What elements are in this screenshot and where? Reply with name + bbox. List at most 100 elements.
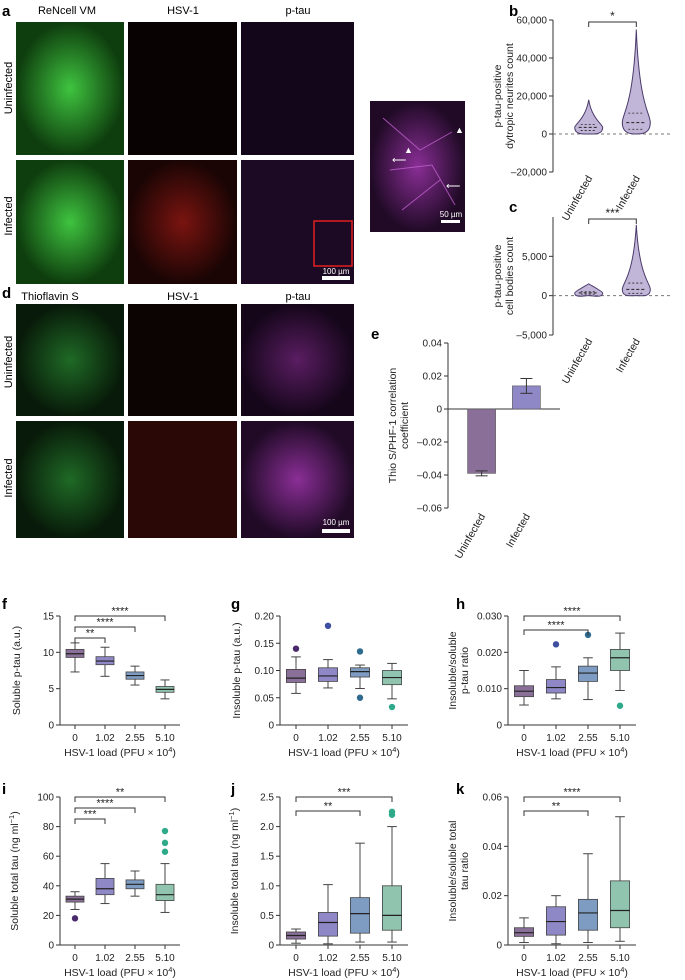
micrograph-hsv1-infected xyxy=(128,160,237,284)
panel-label-g: g xyxy=(231,596,240,613)
x-tick-label: 1.02 xyxy=(546,953,566,964)
significance-bracket xyxy=(523,615,621,621)
y-axis-label: Thio S/PHF-1 correlation xyxy=(387,368,399,484)
x-axis-label: HSV-1 load (PFU × 104) xyxy=(288,965,400,979)
y-tick-label: 60,000 xyxy=(516,16,547,27)
x-axis-label: HSV-1 load (PFU × 104) xyxy=(516,745,628,759)
y-tick-label: 0.020 xyxy=(477,648,502,659)
micrograph-column-label: Thioflavin S xyxy=(21,291,78,303)
y-tick-label: 20,000 xyxy=(516,92,547,103)
significance-bracket xyxy=(523,796,621,802)
y-tick-label: 1.0 xyxy=(260,881,274,892)
micrograph-ptau-uninfected xyxy=(241,304,354,416)
panel-label-f: f xyxy=(2,596,8,613)
y-tick-label: 0.06 xyxy=(483,793,503,804)
panel-label-j: j xyxy=(230,781,235,798)
y-tick-label: –0.06 xyxy=(417,504,442,515)
outlier-point xyxy=(161,827,169,835)
x-tick-label: 5.10 xyxy=(155,733,175,744)
panel-label-b: b xyxy=(509,3,518,20)
x-tick-label: Uninfected xyxy=(560,336,596,386)
violin-shape xyxy=(621,29,651,135)
x-axis-label: HSV-1 load (PFU × 104) xyxy=(64,745,176,759)
y-axis-label: Insoluble/soluble xyxy=(447,631,459,709)
y-tick-label: 0 xyxy=(541,130,547,141)
significance-label: ** xyxy=(86,628,95,640)
outlier-point xyxy=(324,622,332,630)
box xyxy=(546,679,567,694)
micrograph-column-label: p-tau xyxy=(285,291,310,303)
y-axis-label: dytropic neurites count xyxy=(504,43,516,149)
micrograph-column-label: p-tau xyxy=(285,5,310,17)
panel-label-i: i xyxy=(2,781,6,798)
box xyxy=(546,906,567,936)
micrograph-ptau-infected xyxy=(241,160,354,284)
x-tick-label: 5.10 xyxy=(610,953,630,964)
y-tick-label: 5,000 xyxy=(522,252,547,263)
panel-label-h: h xyxy=(456,596,465,613)
y-tick-label: 15 xyxy=(43,612,55,623)
y-tick-label: 0 xyxy=(268,941,274,952)
significance-bracket xyxy=(588,21,637,27)
significance-label: **** xyxy=(547,620,565,632)
panel-label-k: k xyxy=(456,781,465,798)
y-tick-label: 0 xyxy=(48,941,54,952)
micrograph-renCell-uninfected xyxy=(16,22,124,155)
significance-bracket xyxy=(74,637,106,643)
y-tick-label: 2.0 xyxy=(260,822,274,833)
box xyxy=(285,669,306,683)
box xyxy=(349,667,370,678)
micrograph-row-label: Uninfected xyxy=(3,62,15,115)
x-axis-label: HSV-1 load (PFU × 104) xyxy=(288,745,400,759)
scale-bar-label: 100 µm xyxy=(323,267,350,276)
outlier-point xyxy=(356,694,364,701)
panel-label-c: c xyxy=(509,199,517,216)
micrograph-renCell-infected xyxy=(16,160,124,284)
y-tick-label: 0 xyxy=(496,721,502,732)
box xyxy=(610,649,631,671)
box xyxy=(381,885,402,931)
y-tick-label: 10 xyxy=(43,648,55,659)
y-tick-label: 5 xyxy=(48,684,54,695)
y-tick-label: 0.10 xyxy=(255,666,275,677)
box xyxy=(155,883,175,902)
x-tick-label: 2.55 xyxy=(578,733,598,744)
micrograph-ptau-uninfected xyxy=(241,22,354,155)
inset-region-box xyxy=(313,220,353,267)
x-tick-label: 2.55 xyxy=(350,733,370,744)
y-axis-label: tau ratio xyxy=(459,852,471,890)
significance-label: ** xyxy=(552,801,561,813)
y-tick-label: 20 xyxy=(43,911,55,922)
significance-bracket xyxy=(295,810,361,816)
scale-bar-label: 50 µm xyxy=(440,210,463,219)
x-axis-label: HSV-1 load (PFU × 104) xyxy=(64,965,176,979)
significance-label: **** xyxy=(96,798,114,810)
panel-label-e: e xyxy=(371,326,379,343)
significance-bracket xyxy=(74,796,166,802)
significance-label: **** xyxy=(96,617,114,629)
outlier-point xyxy=(292,645,300,652)
y-axis-label: p-tau-positive xyxy=(492,244,504,307)
significance-label: *** xyxy=(338,787,352,799)
y-tick-label: 0.05 xyxy=(255,693,275,704)
micrograph-row-label: Infected xyxy=(3,196,15,235)
micrograph-hsv1-uninfected xyxy=(128,304,237,416)
scale-bar xyxy=(441,220,460,223)
significance-bracket xyxy=(74,807,136,813)
x-tick-label: 2.55 xyxy=(125,953,145,964)
x-tick-label: Infected xyxy=(504,511,533,549)
scale-bar-label: 100 µm xyxy=(323,518,350,527)
micrograph-row-label: Infected xyxy=(3,458,15,497)
outlier-point xyxy=(616,702,624,709)
box xyxy=(578,898,599,931)
micrograph-ptau-infected xyxy=(241,421,354,538)
x-tick-label: 1.02 xyxy=(318,953,338,964)
significance-bracket xyxy=(523,629,589,635)
x-axis-label: HSV-1 load (PFU × 104) xyxy=(516,965,628,979)
y-axis-label: Insoluble total tau (ng ml−1) xyxy=(227,808,241,934)
bar xyxy=(467,408,496,474)
box xyxy=(317,667,338,682)
x-tick-label: Uninfected xyxy=(560,173,596,223)
micrograph-hsv1-infected xyxy=(128,421,237,538)
